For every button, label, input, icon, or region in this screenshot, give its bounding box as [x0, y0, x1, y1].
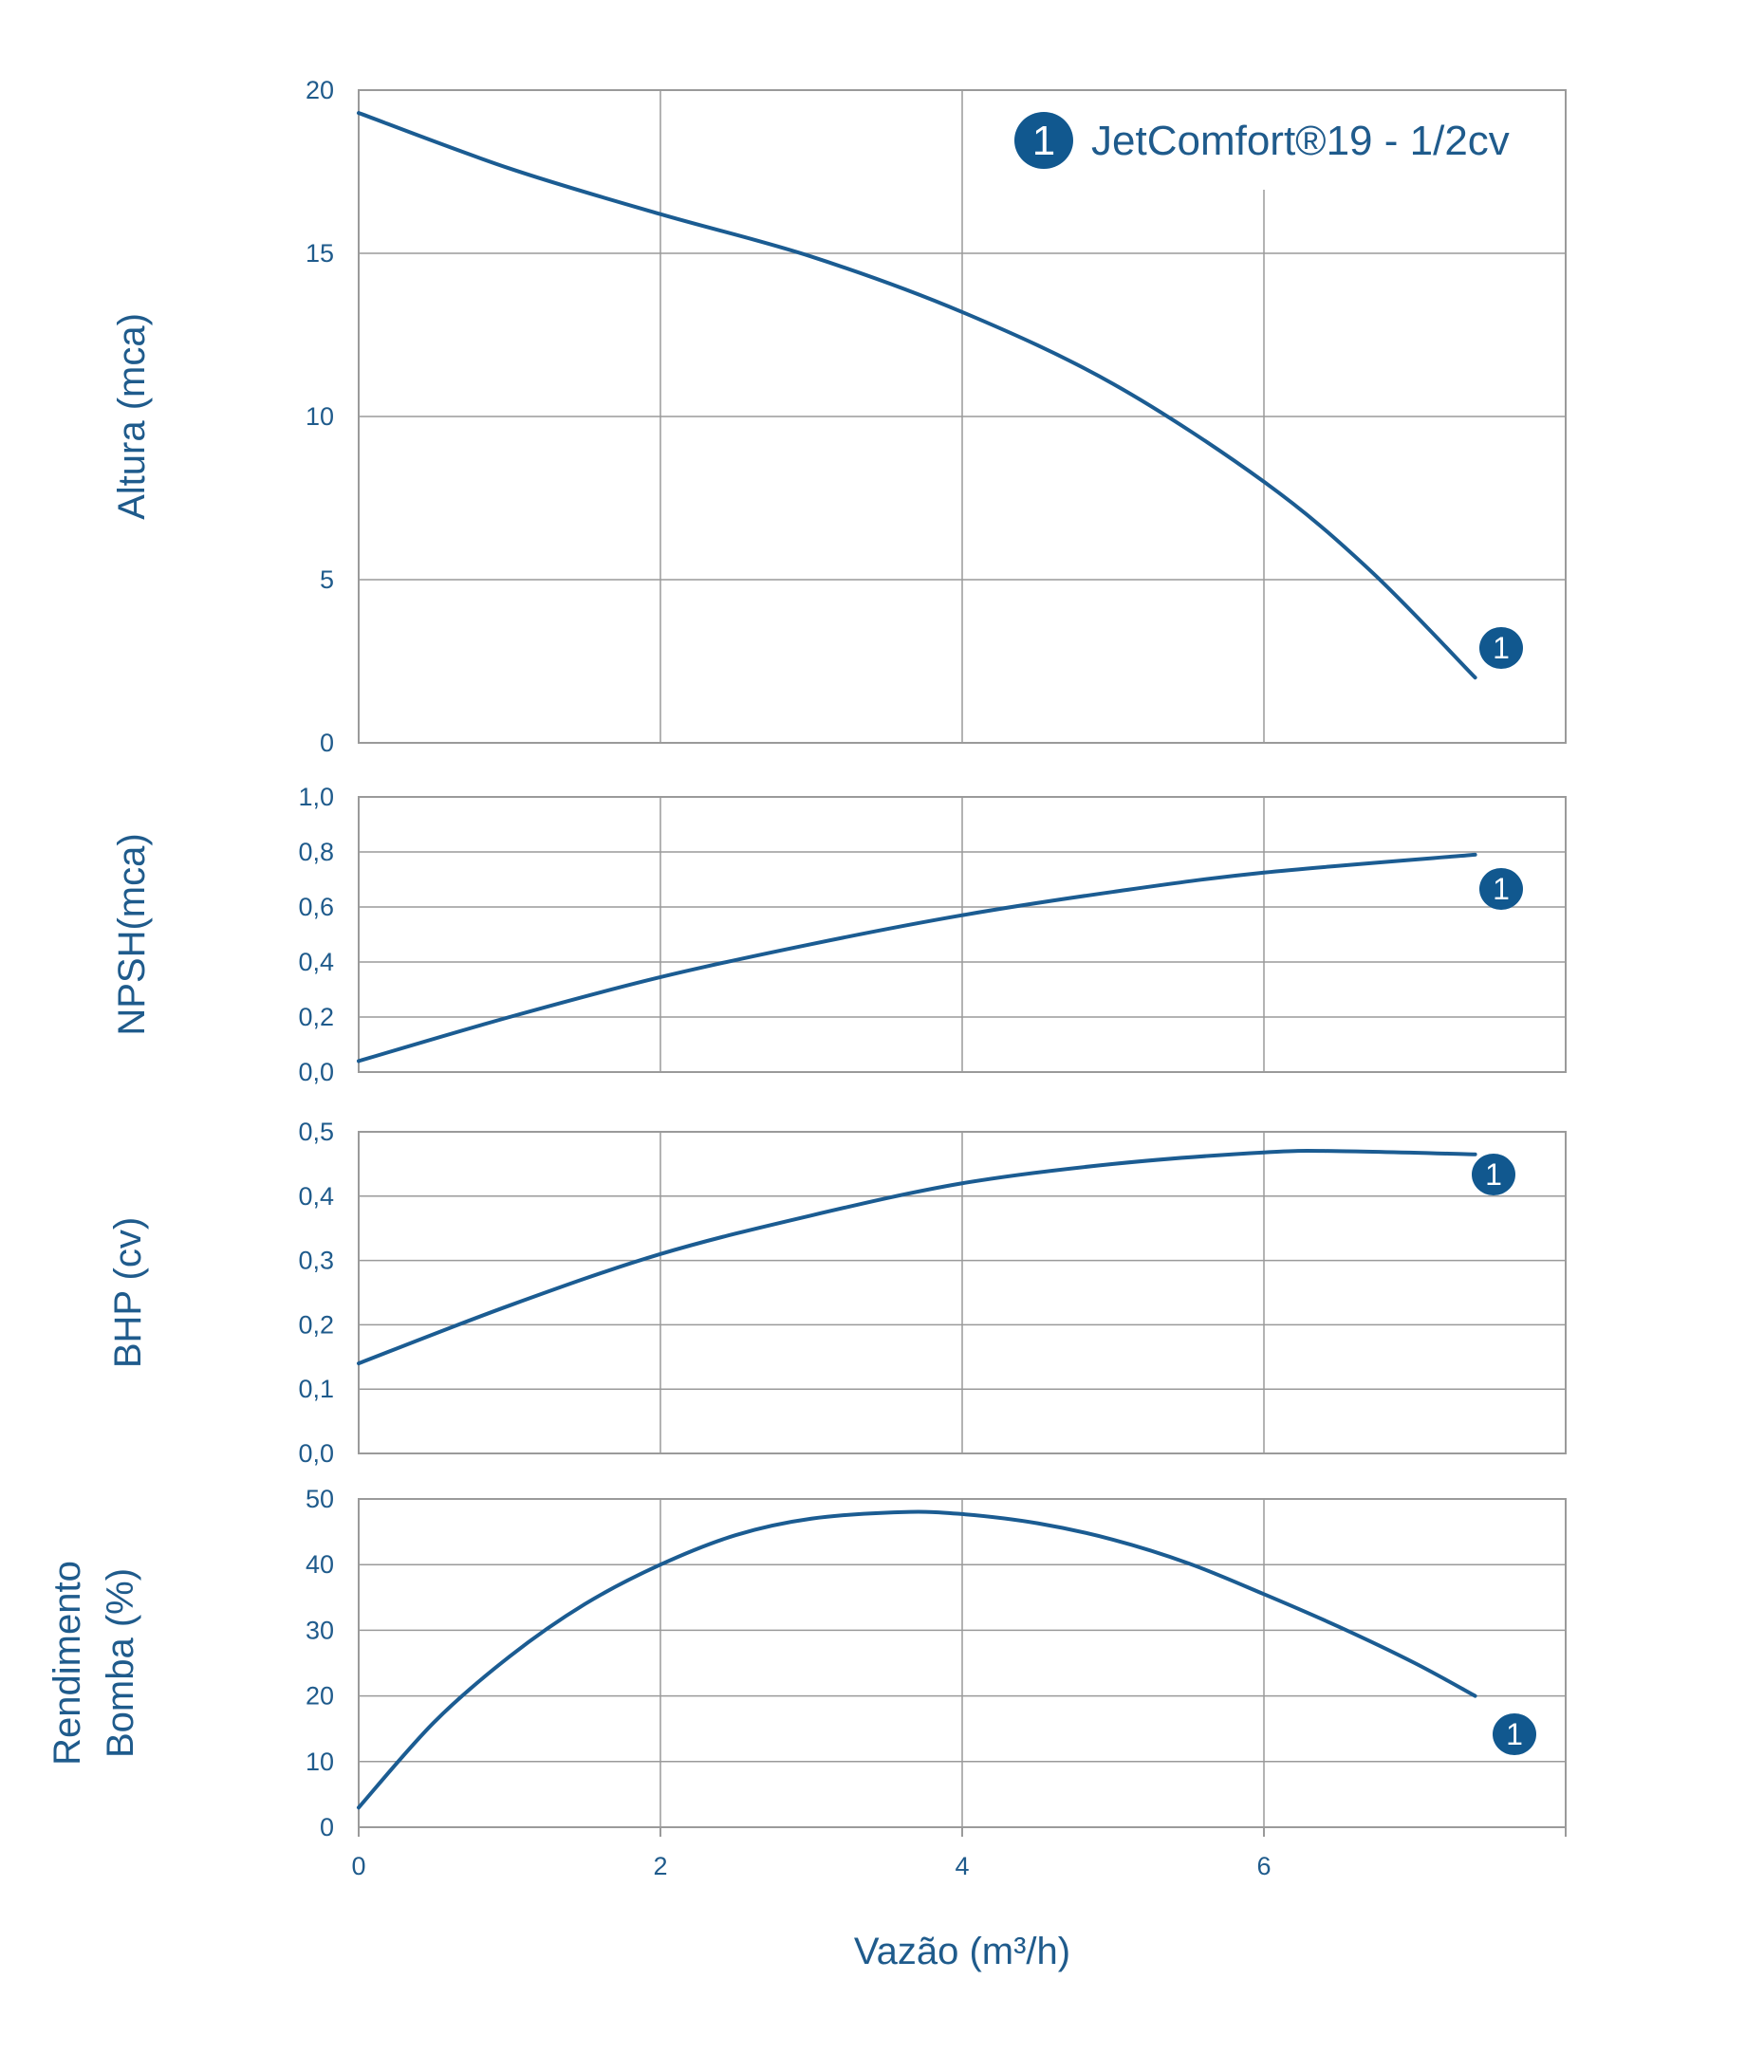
rendimento-series-marker-label: 1	[1506, 1717, 1523, 1751]
bhp-plot-frame	[358, 1131, 1567, 1454]
bhp-y-tick-label: 0,2	[298, 1310, 334, 1339]
bhp-series-marker-label: 1	[1485, 1157, 1502, 1192]
altura-y-tick-label: 0	[320, 729, 334, 757]
npsh-y-tick-label: 0,8	[298, 838, 334, 866]
altura-y-tick-label: 10	[306, 402, 334, 431]
bhp-y-tick-label: 0,1	[298, 1375, 334, 1403]
altura-y-axis-title: Altura (mca)	[111, 313, 153, 520]
x-tick-label: 6	[1256, 1852, 1271, 1880]
altura-series-marker	[1479, 627, 1523, 669]
altura-series-marker-label: 1	[1493, 631, 1510, 665]
bhp-series-line	[357, 1149, 1477, 1366]
bhp-y-axis-title: BHP (cv)	[107, 1217, 149, 1368]
rendimento-y-tick-label: 50	[306, 1485, 334, 1513]
bhp-y-tick-label: 0,4	[298, 1182, 334, 1211]
npsh-y-tick-label: 0,2	[298, 1003, 334, 1031]
legend-marker	[1014, 112, 1073, 169]
altura-series-line	[357, 111, 1477, 680]
altura-y-tick-label: 15	[306, 239, 334, 268]
x-tick-label: 4	[955, 1852, 969, 1880]
legend-marker-label: 1	[1032, 118, 1055, 164]
rendimento-y-tick-label: 0	[320, 1813, 334, 1841]
rendimento-y-axis-title-line-0: Rendimento	[46, 1561, 88, 1766]
rendimento-y-axis-title-line-1: Bomba (%)	[100, 1568, 141, 1758]
rendimento-series-line	[357, 1509, 1477, 1810]
x-axis-title: Vazão (m³/h)	[854, 1931, 1070, 1972]
npsh-y-tick-label: 0,0	[298, 1058, 334, 1086]
rendimento-y-tick-label: 30	[306, 1616, 334, 1644]
npsh-y-tick-label: 0,4	[298, 948, 334, 976]
rendimento-y-tick-label: 10	[306, 1748, 334, 1776]
bhp-y-tick-label: 0,5	[298, 1118, 334, 1146]
rendimento-series-marker	[1493, 1713, 1536, 1755]
altura-y-tick-label: 5	[320, 565, 334, 594]
bhp-y-tick-label: 0,0	[298, 1439, 334, 1468]
npsh-y-axis-title: NPSH(mca)	[111, 833, 153, 1035]
npsh-series-marker-label: 1	[1493, 872, 1510, 906]
npsh-y-tick-label: 0,6	[298, 893, 334, 921]
rendimento-y-tick-label: 20	[306, 1682, 334, 1711]
x-tick-label: 2	[653, 1852, 667, 1880]
npsh-series-line	[357, 852, 1477, 1064]
npsh-plot-frame	[358, 796, 1567, 1073]
rendimento-y-tick-label: 40	[306, 1550, 334, 1579]
npsh-y-tick-label: 1,0	[298, 783, 334, 811]
legend-label: JetComfort®19 - 1/2cv	[1091, 118, 1510, 164]
npsh-series-marker	[1479, 868, 1523, 910]
altura-y-tick-label: 20	[306, 76, 334, 104]
altura-plot-frame	[358, 89, 1567, 744]
x-tick-label: 0	[351, 1852, 365, 1880]
bhp-series-marker	[1472, 1154, 1515, 1195]
bhp-y-tick-label: 0,3	[298, 1247, 334, 1275]
